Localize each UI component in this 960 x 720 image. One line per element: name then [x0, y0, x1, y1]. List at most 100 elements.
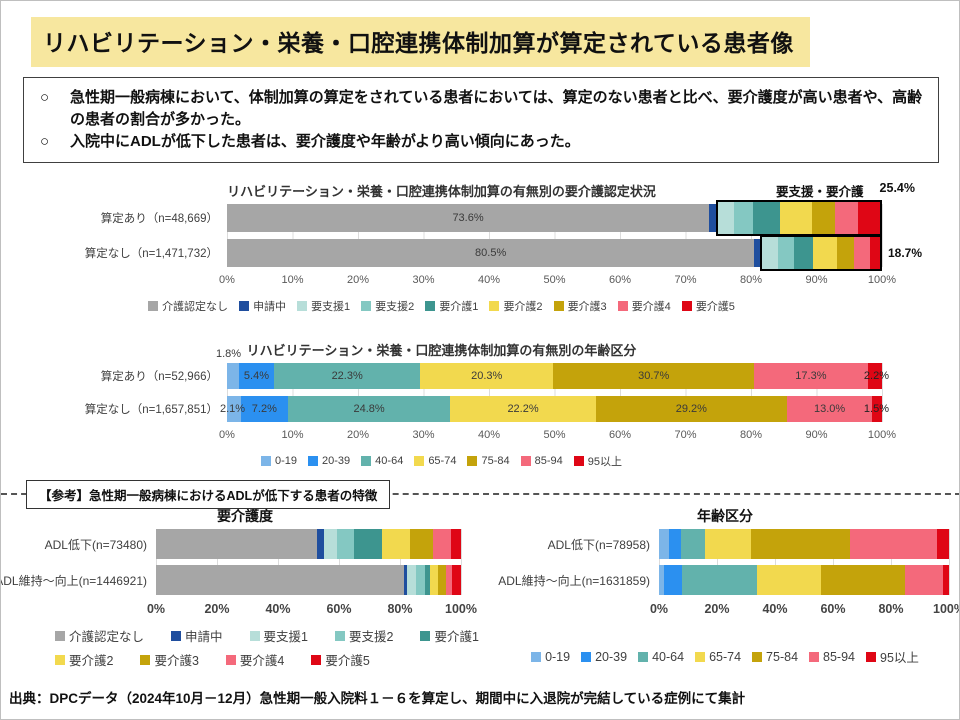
legend-item: 75-84: [467, 453, 510, 469]
bar-segment: [227, 363, 239, 389]
stacked-bar: [659, 565, 949, 595]
legend-label: 95以上: [587, 456, 622, 468]
bar-row-label: 算定なし（n=1,471,732）: [84, 248, 218, 260]
bar-segment: [704, 529, 752, 559]
legend-item: 65-74: [414, 453, 456, 469]
chart-plot-area: ADL低下(n=73480) ADL維持～向上(n=1446921): [0, 529, 481, 595]
bullet-circle-icon: ○: [40, 132, 50, 150]
plot-grid: 5.4% 22.3% 20.3% 30.7% 17.3% 1.8% 2.2% 7.2% 24.8…: [216, 348, 889, 422]
legend-swatch: [148, 301, 159, 311]
legend-label: 85-94: [823, 649, 856, 664]
legend-item: 要介護1: [420, 626, 479, 645]
axis-tick-label: 60%: [608, 429, 632, 441]
legend-label: 要支援2: [348, 630, 394, 644]
legend-swatch: [617, 301, 628, 311]
bar-segment: [668, 529, 682, 559]
axis-tick-label: 100%: [867, 274, 897, 286]
legend-label: 75-84: [481, 455, 510, 467]
legend-swatch: [308, 456, 319, 466]
page-title: リハビリテーション・栄養・口腔連携体制加算が算定されている患者像: [31, 17, 810, 67]
legend-item: 要介護1: [425, 298, 478, 314]
axis-tick-label: 80%: [739, 274, 763, 286]
bar-row-label: 算定あり（n=52,966）: [100, 371, 218, 383]
stacked-bar: [156, 529, 461, 559]
bar-segment: [452, 565, 461, 595]
axis-tick-label: 30%: [412, 274, 435, 286]
legend-swatch: [361, 301, 372, 311]
bar-segment: 20.3%: [420, 363, 554, 389]
segment-value-label: 7.2%: [251, 403, 277, 415]
bar-segment: [780, 202, 813, 234]
bar-segment: [227, 396, 241, 422]
axis-tick-label: 90%: [805, 274, 828, 286]
legend-item: 介護認定なし: [148, 298, 228, 314]
legend-item: 申請中: [171, 626, 223, 645]
stacked-bar: 73.6%: [227, 200, 882, 236]
axis-tick-label: 50%: [543, 274, 566, 286]
chart-plot-area: 算定あり（n=48,669） 算定なし（n=1,471,732） 73.6% 80.…: [1, 200, 959, 271]
bar-segment: 22.2%: [450, 396, 596, 422]
legend-swatch: [752, 651, 763, 662]
bar-segment: 30.7%: [553, 363, 755, 389]
legend-item: 40-64: [638, 647, 684, 666]
legend-label: 要介護2: [69, 654, 114, 668]
bar-row-label: ADL維持～向上(n=1446921): [0, 573, 147, 588]
bar-segment: [756, 565, 821, 595]
bar-labels-column: ADL低下(n=78958) ADL維持～向上(n=1631859): [498, 529, 659, 595]
bar-segment: [403, 565, 408, 595]
legend-label: 要介護4: [631, 301, 671, 313]
axis-tick-label: 10%: [281, 429, 304, 441]
segment-value-label: 22.3%: [331, 370, 363, 382]
axis-spacer: [29, 602, 156, 617]
axis-tick-label: 30%: [412, 429, 435, 441]
axis-tick-label: 10%: [281, 274, 304, 286]
above-bar-value-label: 1.8%: [216, 348, 242, 360]
chart-age-distribution: リハビリテーション・栄養・口腔連携体制加算の有無別の年齢区分 算定あり（n=52…: [1, 340, 959, 474]
legend-swatch: [425, 301, 436, 311]
axis-tick-label: 100%: [445, 602, 477, 616]
legend-row: 介護認定なし 申請中 要支援1 要支援2 要介護1 要介護2 要介護3 要介護4 要介護5: [1, 298, 882, 314]
segment-value-label: 80.5%: [475, 247, 507, 259]
axis-tick-label: 50%: [543, 429, 566, 441]
legend-label: 介護認定なし: [162, 301, 229, 313]
legend-label: 75-84: [766, 649, 799, 664]
legend-label: 要支援1: [263, 630, 308, 644]
axis-tick-label: 40%: [762, 602, 788, 616]
bar-segment: [872, 396, 882, 422]
legend-label: 40-64: [652, 649, 685, 664]
legend-label: 要介護3: [154, 654, 199, 668]
legend-label: 20-39: [595, 649, 628, 664]
legend-item: 要介護2: [55, 650, 113, 669]
axis-tick-label: 0%: [219, 274, 235, 286]
stacked-bar: [659, 529, 949, 559]
bar-segment: [751, 529, 851, 559]
chart-plot-area: ADL低下(n=78958) ADL維持～向上(n=1631859): [498, 529, 956, 595]
legend-label: 申請中: [185, 630, 223, 644]
axis-tick-label: 0%: [219, 429, 235, 441]
stacked-bar: 80.5% 18.7%: [227, 235, 922, 271]
bar-segment: [754, 239, 760, 267]
legend-item: 85-94: [520, 453, 563, 469]
bar-segment: [410, 529, 434, 559]
bar-segment: 24.8%: [287, 396, 451, 422]
axis-tick-label: 80%: [878, 602, 904, 616]
legend-swatch: [334, 630, 345, 641]
legend-label: 要介護1: [434, 630, 479, 644]
axis-tick-label: 20%: [704, 602, 730, 616]
bar-segment: [381, 529, 411, 559]
bar-segment: [425, 565, 430, 595]
bar-segment: [936, 529, 949, 559]
axis-spacer: [501, 602, 659, 617]
axis-tick-label: 20%: [346, 274, 370, 286]
highlight-outline-box: [759, 235, 882, 271]
axis-tick-label: 20%: [346, 429, 370, 441]
chart-legend: 0-19 20-39 40-64 65-74 75-84 85-94 95以上: [1, 453, 882, 469]
summary-bullet-1-text: 急性期一般病棟において、体制加算の算定をされている患者においては、算定のない患者…: [70, 89, 923, 128]
axis-tick-label: 100%: [933, 602, 959, 616]
axis-tick-label: 40%: [265, 602, 291, 616]
legend-swatch: [681, 301, 692, 311]
summary-box: ○ 急性期一般病棟において、体制加算の算定をされている患者においては、算定のない…: [23, 77, 939, 164]
legend-item: 要介護5: [681, 298, 735, 314]
chart-adl-age: 年齢区分 ADL低下(n=78958) ADL維持～向上(n=1631859) 0…: [498, 506, 959, 671]
legend-item: 要介護5: [311, 650, 370, 669]
